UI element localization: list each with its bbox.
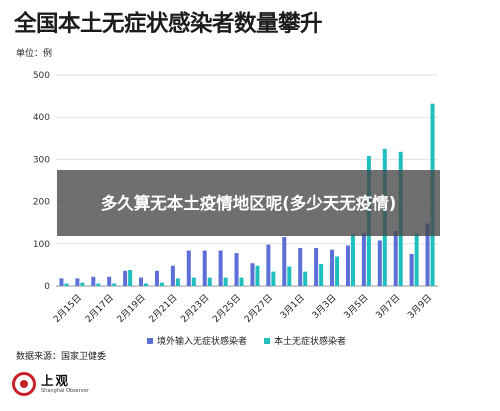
data-source: 数据来源：国家卫健委 <box>16 352 107 362</box>
legend-swatch <box>264 338 270 344</box>
bar-imported <box>409 253 414 286</box>
bar-imported <box>75 278 80 286</box>
x-tick-label: 2月23日 <box>179 292 212 325</box>
bar-imported <box>250 263 255 286</box>
bar-local <box>207 277 212 286</box>
y-tick-label: 400 <box>33 113 50 123</box>
legend-label: 境外输入无症状感染者 <box>157 335 247 347</box>
bar-imported <box>393 231 398 286</box>
x-tick-label: 3月3日 <box>310 292 339 321</box>
y-tick-label: 100 <box>33 240 50 250</box>
y-axis-label: 单位：例 <box>16 47 52 59</box>
x-tick-label: 2月17日 <box>83 292 116 325</box>
bar-imported <box>218 250 223 286</box>
x-tick-label: 3月9日 <box>406 292 435 321</box>
bar-local <box>239 277 244 286</box>
x-tick-labels: 2月15日 2月17日 2月19日 2月21日 2月23日 2月25日 2月27日 3月1日 3… <box>51 292 434 325</box>
bar-imported <box>345 245 350 286</box>
bar-imported <box>123 270 128 286</box>
bar-imported <box>154 270 159 286</box>
bar-imported <box>266 244 271 286</box>
logo-icon <box>12 372 36 396</box>
logo-name-en: Shanghai Observer <box>41 387 89 394</box>
x-tick-label: 3月1日 <box>278 292 307 321</box>
bar-imported <box>425 223 430 286</box>
y-tick-label: 300 <box>33 155 50 165</box>
bar-imported <box>234 253 239 286</box>
bar-imported <box>107 276 112 286</box>
bar-imported <box>361 233 366 286</box>
bar-local <box>144 283 149 286</box>
chart-title: 全国本土无症状感染者数量攀升 <box>14 11 323 37</box>
y-tick-label: 500 <box>33 71 50 81</box>
y-tick-label: 0 <box>44 282 50 292</box>
x-tick-label: 3月5日 <box>342 292 371 321</box>
bar-imported <box>377 240 382 286</box>
bar-imported <box>170 265 175 286</box>
bar-imported <box>91 276 96 286</box>
bar-local <box>128 269 133 286</box>
logo-name: 上观 <box>41 372 71 388</box>
x-tick-label: 2月21日 <box>147 292 180 325</box>
bar-imported <box>298 248 303 286</box>
bar-local <box>64 283 69 286</box>
bar-local <box>271 271 276 286</box>
bar-imported <box>330 249 335 286</box>
legend-label: 本土无症状感染者 <box>274 335 346 347</box>
bar-imported <box>186 250 191 286</box>
overlay-banner: 多久算无本土疫情地区呢(多少天无疫情) <box>57 170 440 236</box>
x-tick-label: 2月19日 <box>115 292 148 325</box>
bar-imported <box>59 278 64 286</box>
bar-local <box>159 282 164 286</box>
legend: 境外输入无症状感染者 本土无症状感染者 <box>147 335 346 347</box>
x-tick-label: 2月25日 <box>211 292 244 325</box>
bar-local <box>175 278 180 286</box>
bar-local <box>112 283 117 286</box>
bar-imported <box>314 248 319 286</box>
bar-imported <box>139 277 144 286</box>
bar-local <box>287 266 292 286</box>
publisher-logo: 上观 Shanghai Observer <box>12 372 89 396</box>
y-tick-labels: 0 100 200 300 400 500 <box>33 71 50 292</box>
bar-local <box>191 277 196 286</box>
bar-local <box>255 265 260 286</box>
bar-local <box>303 271 308 286</box>
bar-local <box>223 277 228 286</box>
x-tick-label: 3月7日 <box>374 292 403 321</box>
overlay-text: 多久算无本土疫情地区呢(多少天无疫情) <box>100 193 397 213</box>
bar-imported <box>202 250 207 286</box>
bar-local <box>80 282 85 286</box>
bar-local <box>414 233 419 286</box>
bar-imported <box>282 237 287 286</box>
bar-local <box>319 264 324 286</box>
legend-swatch <box>147 338 153 344</box>
bar-local <box>350 234 355 286</box>
y-tick-label: 200 <box>33 198 50 208</box>
bar-local <box>335 256 340 286</box>
x-tick-label: 2月27日 <box>242 292 275 325</box>
x-tick-label: 2月15日 <box>51 292 84 325</box>
bar-local <box>96 283 101 286</box>
